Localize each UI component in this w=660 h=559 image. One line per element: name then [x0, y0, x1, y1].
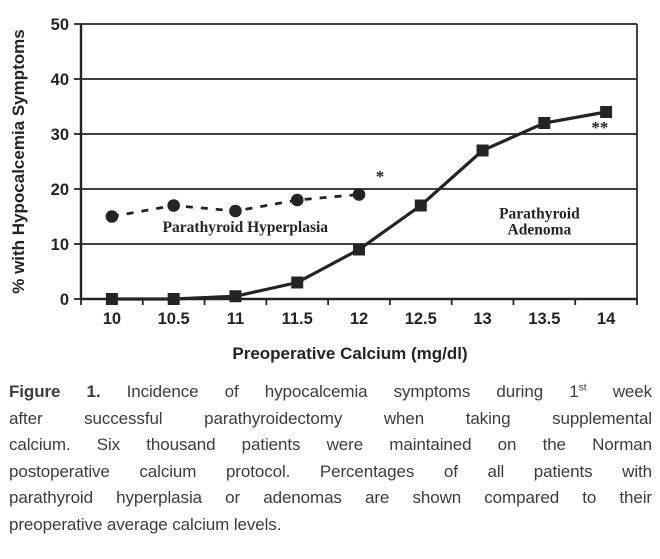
circle-marker: [229, 204, 242, 218]
caption-superscript: st: [578, 381, 587, 394]
plot-annotation: Parathyroid Adenoma: [499, 206, 580, 239]
x-tick-label: 11.5: [282, 310, 313, 328]
caption-line: after successful parathyroidectomy when …: [9, 408, 652, 428]
y-tick-label: 40: [51, 71, 69, 89]
caption-line: postoperative calcium protocol. Percenta…: [9, 461, 652, 481]
y-axis-title: % with Hypocalcemia Symptoms: [9, 29, 28, 294]
x-tick-label: 12: [350, 310, 368, 328]
circle-marker: [105, 210, 119, 223]
plot-annotation: *: [376, 167, 385, 186]
series-parathyroid-hyperplasia: [105, 188, 366, 223]
caption-line: preoperative average calcium levels.: [9, 514, 282, 534]
y-tick-label: 30: [51, 126, 69, 144]
square-marker: [353, 243, 365, 256]
plot-annotation: Parathyroid Hyperplasia: [163, 219, 329, 236]
x-tick-label: 10: [103, 310, 121, 328]
x-tick-label: 13: [473, 310, 491, 328]
circle-marker: [290, 193, 304, 207]
x-tick-label: 10.5: [158, 310, 190, 328]
caption-figure-label: Figure 1.: [9, 382, 101, 401]
square-marker: [538, 117, 551, 129]
plot-annotation: **: [591, 118, 608, 137]
caption-text: week: [586, 382, 652, 401]
caption-line: calcium. Six thousand patients were main…: [9, 435, 652, 454]
y-tick-label: 0: [60, 291, 69, 309]
caption-text: Incidence of hypocalcemia symptoms durin…: [100, 382, 579, 401]
square-marker: [291, 276, 304, 289]
y-tick-label: 50: [51, 16, 69, 34]
square-marker: [600, 106, 613, 118]
chart-svg: Parathyroid Hyperplasia Parathyroid Adenom…: [9, 16, 638, 363]
x-tick-label: 13.5: [528, 310, 560, 328]
gridlines: [81, 23, 637, 245]
y-tick-label: 10: [51, 236, 69, 254]
x-axis-title: Preoperative Calcium (mg/dl): [232, 344, 467, 363]
circle-marker: [352, 188, 366, 201]
square-marker: [414, 199, 427, 212]
square-marker: [229, 290, 242, 303]
caption-line: Figure 1. Incidence of hypocalcemia symp…: [9, 379, 652, 406]
y-tick-label: 20: [51, 181, 69, 199]
tick-marks: [74, 23, 638, 305]
square-marker: [476, 144, 489, 157]
circle-marker: [167, 199, 180, 212]
caption-line: parathyroid hyperplasia or adenomas are …: [9, 488, 652, 507]
x-tick-label: 12.5: [405, 310, 437, 328]
figure-caption: Figure 1. Incidence of hypocalcemia symp…: [9, 379, 652, 538]
x-tick-label: 11: [227, 310, 244, 328]
chart-area: Parathyroid Hyperplasia Parathyroid Adenom…: [9, 16, 638, 363]
x-tick-label: 14: [597, 310, 616, 328]
